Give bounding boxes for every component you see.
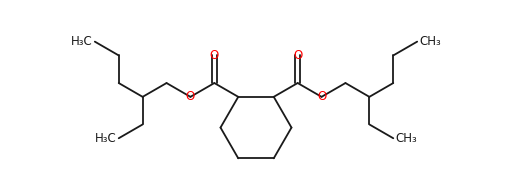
Text: CH₃: CH₃ (419, 35, 441, 48)
Text: CH₃: CH₃ (395, 132, 417, 145)
Text: H₃C: H₃C (71, 35, 93, 48)
Text: O: O (186, 90, 195, 103)
Text: O: O (317, 90, 326, 103)
Text: O: O (210, 49, 219, 62)
Text: O: O (293, 49, 302, 62)
Text: H₃C: H₃C (95, 132, 117, 145)
